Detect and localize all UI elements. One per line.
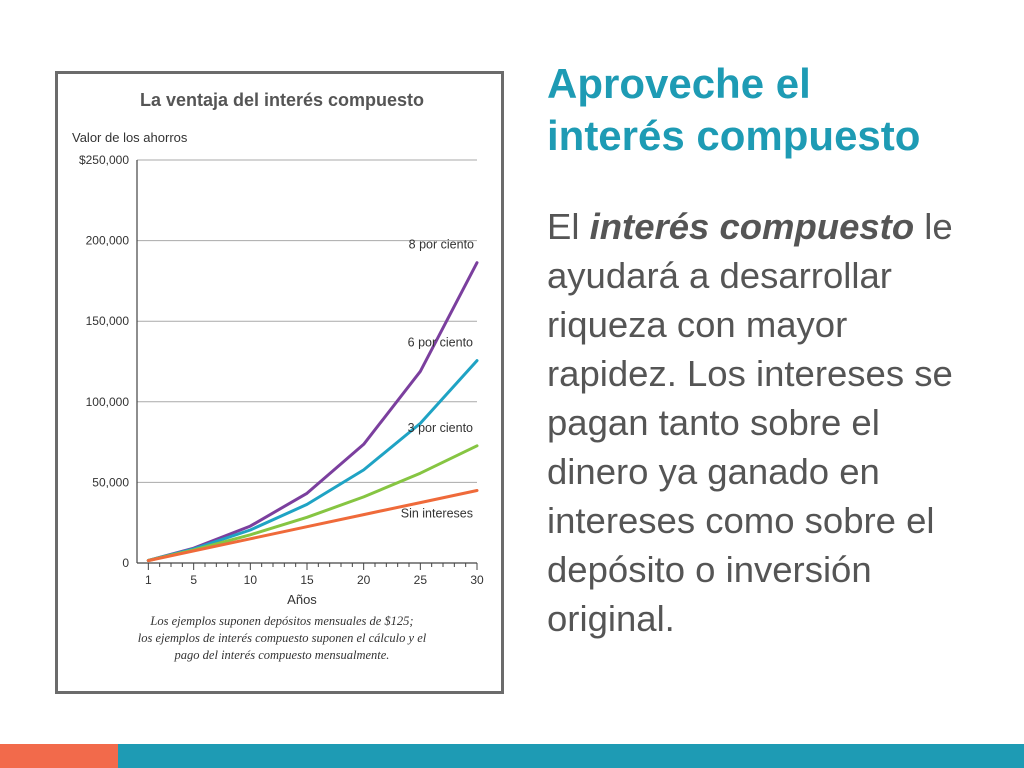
grid-layer bbox=[137, 159, 477, 483]
footer-accent bbox=[0, 744, 118, 768]
body-rest: le ayudará a desarrollar riqueza con may… bbox=[547, 206, 953, 639]
x-tick-label: 25 bbox=[414, 573, 428, 587]
chart-svg: La ventaja del interés compuesto Valor d… bbox=[72, 90, 484, 662]
series-line bbox=[146, 489, 479, 563]
chart-footnote-line2: los ejemplos de interés compuesto supone… bbox=[138, 631, 427, 645]
x-tick-label: 1 bbox=[145, 573, 152, 587]
y-tick-label: 150,000 bbox=[86, 314, 130, 328]
footer-bar bbox=[0, 744, 1024, 768]
chart-footnote-line3: pago del interés compuesto mensualmente. bbox=[174, 648, 390, 662]
x-tick-label: 15 bbox=[300, 573, 314, 587]
x-tick-label: 5 bbox=[190, 573, 197, 587]
series-label: Sin intereses bbox=[401, 506, 473, 520]
slide-title: Aproveche el interés compuesto bbox=[547, 58, 987, 162]
slide-title-line1: Aproveche el bbox=[547, 60, 811, 107]
series-line bbox=[146, 359, 479, 562]
series-label: 8 por ciento bbox=[409, 238, 474, 252]
slide-title-line2: interés compuesto bbox=[547, 112, 921, 159]
y-tick-label: 200,000 bbox=[86, 234, 130, 248]
label-layer: 8 por ciento 6 por ciento 3 por ciento Sin … bbox=[401, 238, 474, 521]
chart-footnote-line1: Los ejemplos suponen depósitos mensuales… bbox=[149, 614, 413, 628]
x-tick-label: 30 bbox=[470, 573, 484, 587]
y-tick-label: 100,000 bbox=[86, 395, 130, 409]
compound-interest-chart: La ventaja del interés compuesto Valor d… bbox=[55, 71, 504, 694]
chart-xlabel: Años bbox=[287, 592, 317, 607]
chart-ylabel: Valor de los ahorros bbox=[72, 130, 188, 145]
chart-title: La ventaja del interés compuesto bbox=[140, 90, 424, 110]
series-label: 3 por ciento bbox=[408, 421, 473, 435]
y-tick-label: 50,000 bbox=[92, 475, 129, 489]
series-label: 6 por ciento bbox=[408, 336, 473, 350]
series-line bbox=[146, 444, 479, 562]
slide-body: El interés compuesto le ayudará a desarr… bbox=[547, 202, 987, 643]
x-tick-label: 10 bbox=[244, 573, 258, 587]
x-tick-label: 20 bbox=[357, 573, 371, 587]
series-layer bbox=[146, 261, 479, 563]
body-lead: El bbox=[547, 206, 590, 247]
y-tick-label: 0 bbox=[122, 556, 129, 570]
body-term: interés compuesto bbox=[589, 206, 915, 247]
y-tick-label: $250,000 bbox=[79, 153, 129, 167]
